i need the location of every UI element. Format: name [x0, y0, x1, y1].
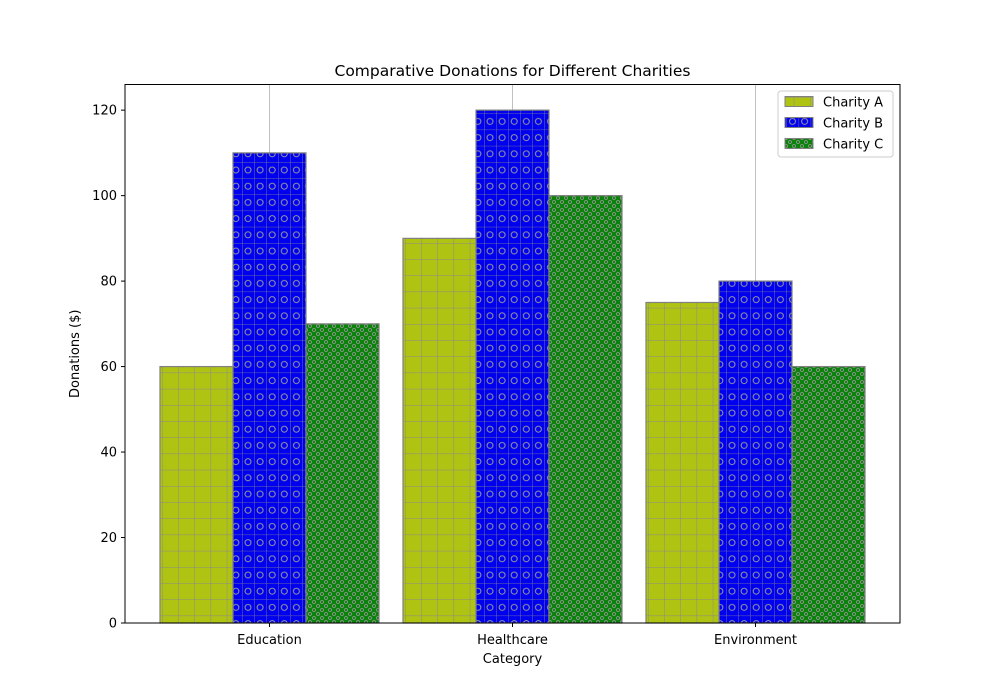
bar-charity-a-healthcare — [402, 237, 477, 624]
bar-charity-b-healthcare — [475, 109, 550, 624]
chart-title: Comparative Donations for Different Char… — [335, 62, 691, 80]
x-tick-label: Environment — [714, 633, 797, 648]
legend-swatch-charity-a — [784, 96, 814, 107]
bars-group — [159, 109, 866, 624]
y-tick-label: 0 — [109, 617, 117, 632]
y-axis-title: Donations ($) — [68, 310, 83, 398]
bar-charity-c-environment — [791, 365, 866, 624]
bar-charity-b-environment — [718, 280, 793, 624]
x-axis-ticks: Education Healthcare Environment — [237, 623, 797, 648]
y-axis-ticks: 0 20 40 60 80 100 120 — [92, 104, 125, 632]
x-axis-title: Category — [483, 652, 543, 667]
x-tick-label: Education — [237, 633, 302, 648]
y-tick-label: 100 — [92, 189, 117, 204]
bar-charity-c-education — [305, 323, 380, 624]
y-tick-label: 60 — [100, 360, 117, 375]
legend-label-charity-a: Charity A — [823, 96, 883, 111]
legend-label-charity-b: Charity B — [823, 117, 883, 132]
bar-charity-c-healthcare — [548, 195, 623, 624]
x-tick-label: Healthcare — [477, 633, 548, 648]
legend-items: Charity A Charity B Charity C — [784, 96, 883, 153]
bar-charity-b-education — [232, 152, 307, 624]
legend: Charity A Charity B Charity C — [777, 90, 894, 158]
y-tick-label: 20 — [100, 531, 117, 546]
legend-label-charity-c: Charity C — [823, 138, 883, 153]
y-tick-label: 40 — [100, 446, 117, 461]
legend-swatch-charity-c — [784, 138, 814, 149]
bar-charity-a-education — [159, 365, 234, 624]
bar-charity-a-environment — [645, 301, 720, 624]
legend-swatch-charity-b — [784, 117, 814, 128]
y-tick-label: 120 — [92, 104, 117, 119]
y-tick-label: 80 — [100, 275, 117, 290]
